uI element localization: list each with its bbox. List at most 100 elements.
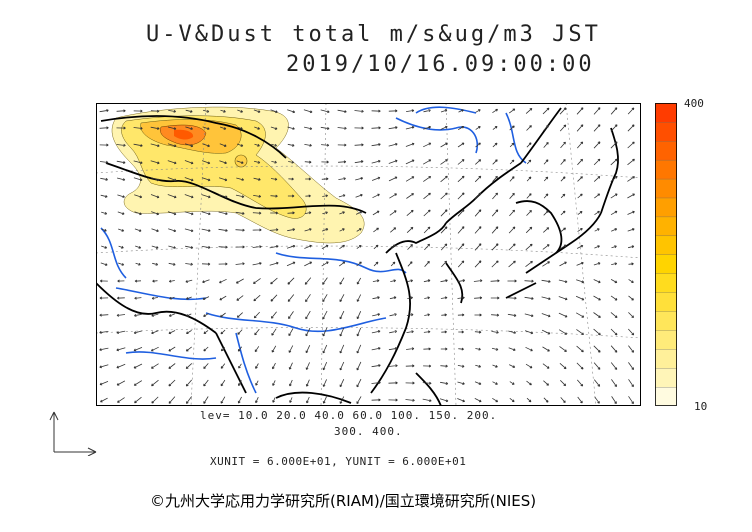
wind-arrow xyxy=(253,160,261,164)
wind-arrow xyxy=(252,262,262,266)
wind-arrow xyxy=(322,294,328,303)
wind-arrow xyxy=(133,177,143,182)
wind-arrow xyxy=(509,142,515,148)
wind-arrow xyxy=(543,176,549,182)
wind-arrow xyxy=(270,126,278,130)
wind-arrow xyxy=(355,211,363,215)
wind-arrow xyxy=(203,396,209,404)
wind-arrow xyxy=(388,347,398,351)
wind-arrow xyxy=(218,228,228,232)
wind-arrow xyxy=(458,109,464,113)
wind-arrow xyxy=(203,313,209,317)
wind-arrow xyxy=(611,379,617,387)
wind-arrow xyxy=(252,211,262,215)
wind-arrow xyxy=(338,160,347,164)
wind-arrow xyxy=(424,296,430,300)
wind-arrow xyxy=(252,228,262,232)
wind-arrow xyxy=(150,160,160,165)
wind-arrow xyxy=(220,109,226,113)
wind-arrow xyxy=(475,347,481,351)
wind-arrow xyxy=(440,142,448,148)
wind-arrow xyxy=(440,279,448,283)
wind-arrow xyxy=(337,126,347,130)
wind-arrow xyxy=(559,124,567,132)
wind-arrow xyxy=(541,279,551,283)
wind-arrow xyxy=(543,210,549,216)
wind-arrow xyxy=(405,142,415,147)
wind-arrow xyxy=(423,364,432,368)
wind-arrow xyxy=(457,175,465,183)
wind-arrow xyxy=(388,159,398,164)
wind-arrow xyxy=(593,345,601,353)
wind-arrow xyxy=(559,107,567,115)
wind-arrow xyxy=(611,228,618,232)
wind-arrow xyxy=(593,107,601,115)
wind-arrow xyxy=(371,398,381,402)
wind-arrow xyxy=(389,296,397,300)
wind-arrow xyxy=(184,143,194,148)
wind-arrow xyxy=(289,397,293,403)
wind-arrow xyxy=(321,177,329,181)
wind-arrow xyxy=(134,228,142,232)
wind-arrow xyxy=(388,142,398,147)
wind-arrow xyxy=(423,209,431,217)
wind-arrow xyxy=(577,158,583,166)
wind-arrow xyxy=(355,193,363,198)
wind-arrow xyxy=(492,142,498,148)
wind-arrow xyxy=(151,211,160,216)
wind-arrow xyxy=(133,160,143,165)
wind-arrow xyxy=(339,379,345,388)
wind-arrow xyxy=(270,177,278,181)
wind-arrow xyxy=(474,260,482,268)
wind-arrow xyxy=(371,330,381,334)
wind-arrow xyxy=(269,261,279,266)
wind-arrow xyxy=(440,364,448,368)
wind-arrow xyxy=(287,126,295,130)
wind-arrow xyxy=(202,126,210,130)
wind-arrow xyxy=(116,347,126,352)
wind-arrow xyxy=(116,109,126,113)
wind-arrow xyxy=(288,177,294,181)
wind-arrow xyxy=(525,363,533,369)
wind-arrow xyxy=(610,312,618,318)
colorbar-max-label: 400 xyxy=(684,97,704,110)
wind-arrow xyxy=(610,158,618,166)
wind-arrow xyxy=(270,109,278,114)
wind-arrow xyxy=(492,397,499,403)
wind-arrow xyxy=(185,279,193,283)
wind-arrow xyxy=(306,396,310,404)
wind-arrow xyxy=(593,328,601,336)
coastlines xyxy=(96,107,619,406)
wind-arrow xyxy=(541,313,551,318)
wind-arrow xyxy=(167,194,177,199)
wind-arrow xyxy=(270,277,278,285)
wind-arrow xyxy=(611,262,618,266)
wind-arrow xyxy=(100,397,108,403)
wind-arrow xyxy=(490,279,500,283)
wind-arrow xyxy=(577,176,583,182)
wind-arrow xyxy=(524,279,534,283)
wind-arrow xyxy=(525,243,533,251)
wind-arrow xyxy=(492,108,498,114)
wind-arrow xyxy=(218,245,228,249)
wind-arrow xyxy=(423,142,432,148)
wind-arrow xyxy=(509,364,516,368)
wind-arrow xyxy=(201,211,211,216)
wind-arrow xyxy=(168,396,176,404)
wind-arrow xyxy=(593,262,601,266)
lat-lon-grid xyxy=(96,103,641,406)
wind-arrow xyxy=(424,243,430,251)
wind-arrow xyxy=(509,159,515,165)
wind-arrow xyxy=(457,142,465,148)
wind-arrow xyxy=(491,330,499,334)
wind-arrow xyxy=(116,296,125,300)
colorbar-cell xyxy=(655,254,677,274)
wind-arrow xyxy=(220,379,226,387)
wind-arrow xyxy=(354,109,364,113)
wind-arrow xyxy=(457,226,465,234)
wind-arrow xyxy=(186,330,192,334)
wind-arrow xyxy=(150,346,159,352)
wind-arrow xyxy=(509,209,515,217)
wind-arrow xyxy=(101,211,108,215)
wind-arrow xyxy=(577,211,583,215)
